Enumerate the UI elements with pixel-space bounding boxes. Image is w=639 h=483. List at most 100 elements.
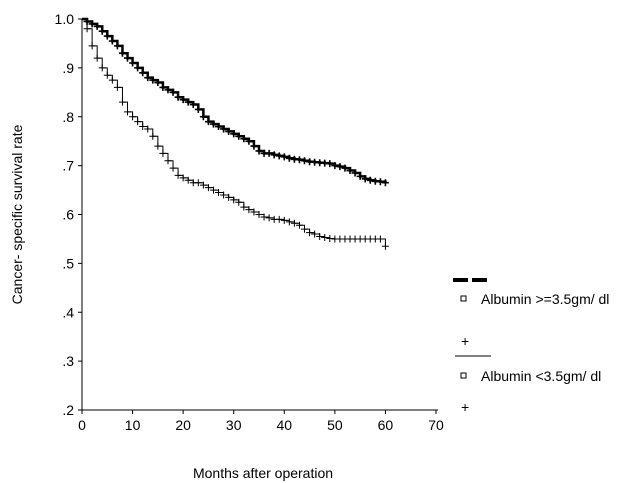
censor-mark [341,164,349,172]
censor-mark [331,162,339,170]
censor-mark [144,74,152,82]
censor-mark [204,118,212,126]
censor-mark [230,130,238,138]
censor-mark [321,233,329,241]
censor-mark [159,149,167,157]
y-tick-label: .7 [62,158,74,174]
censor-mark [194,179,202,187]
censor-mark [361,175,369,183]
censor-mark [184,176,192,184]
censor-mark [169,88,177,96]
censor-mark [179,174,187,182]
censor-mark [124,108,132,116]
censor-mark [184,98,192,106]
censor-mark [376,235,384,243]
censor-mark [285,154,293,162]
censor-mark [124,54,132,62]
censor-mark [154,79,162,87]
censor-mark [149,132,157,140]
censor-mark [240,203,248,211]
censor-mark [209,186,217,194]
censor-mark [194,105,202,113]
censor-mark [108,37,116,45]
censor-mark [189,101,197,109]
censor-mark [220,191,228,199]
censor-mark [225,193,233,201]
censor-mark [280,153,288,161]
censor-mark [240,135,248,143]
censor-mark [381,179,389,187]
censor-mark [93,22,101,30]
censor-mark [316,232,324,240]
censor-mark [295,156,303,164]
censor-mark [199,113,207,121]
x-axis-ticks: 0 10 20 30 40 50 60 70 [78,410,444,433]
legend-label-high: Albumin >=3.5gm/ dl [481,291,609,307]
censor-mark [159,83,167,91]
censor-mark [209,120,217,128]
censor-mark [265,149,273,157]
censor-mark [356,172,364,180]
censor-mark [98,27,106,35]
y-tick-label: 1.0 [55,11,75,27]
censor-mark [255,211,263,218]
censor-mark [326,160,334,168]
censor-mark [265,214,273,222]
y-tick-label: .8 [62,109,74,125]
x-tick-label: 40 [276,417,292,433]
censor-mark [270,151,278,159]
censor-mark [129,59,137,67]
censor-mark [280,216,288,224]
censor-mark [381,242,389,250]
censor-mark [235,132,243,140]
censor-mark [103,71,111,79]
censor-mark [285,218,293,226]
censor-mark [88,20,96,28]
censor-mark [336,163,344,171]
censor-mark [179,96,187,104]
legend: Albumin >=3.5gm/ dl + Albumin <3.5gm/ dl… [453,278,609,415]
censor-mark [118,49,126,57]
censor-mark [235,198,243,206]
censor-mark [129,113,137,121]
censor-mark [134,64,142,72]
legend-marker-square-icon [460,295,467,302]
censor-mark [174,171,182,179]
legend-marker-square-icon-2 [460,372,467,379]
censor-mark [139,69,147,77]
censor-mark [346,167,354,175]
censor-mark [164,157,172,165]
x-tick-label: 0 [78,417,86,433]
censor-mark [88,42,96,50]
censor-mark [83,25,91,33]
censor-mark [149,76,157,84]
censor-mark [225,127,233,135]
censor-mark [301,225,309,233]
censor-mark [220,125,228,133]
censor-mark [204,184,212,192]
censor-mark [250,142,258,150]
x-tick-label: 70 [428,417,444,433]
y-tick-label: .3 [62,353,74,369]
x-tick-label: 60 [378,417,394,433]
y-tick-label: .4 [62,304,74,320]
censor-mark [295,221,303,229]
censor-mark [306,229,314,237]
censor-mark [103,32,111,40]
y-tick-label: .5 [62,255,74,271]
censor-mark [108,76,116,84]
censor-mark [134,118,142,126]
censor-mark [98,64,106,72]
censor-mark [275,215,283,223]
x-tick-label: 50 [327,417,343,433]
censor-mark [255,147,263,155]
x-tick-label: 20 [175,417,191,433]
x-tick-label: 10 [125,417,141,433]
censor-mark [215,123,223,131]
censor-mark [245,206,253,214]
censor-mark [113,42,121,50]
censor-mark [169,164,177,172]
x-axis-title: Months after operation [193,465,333,481]
y-axis-title: Cancer- specific survival rate [9,124,25,304]
